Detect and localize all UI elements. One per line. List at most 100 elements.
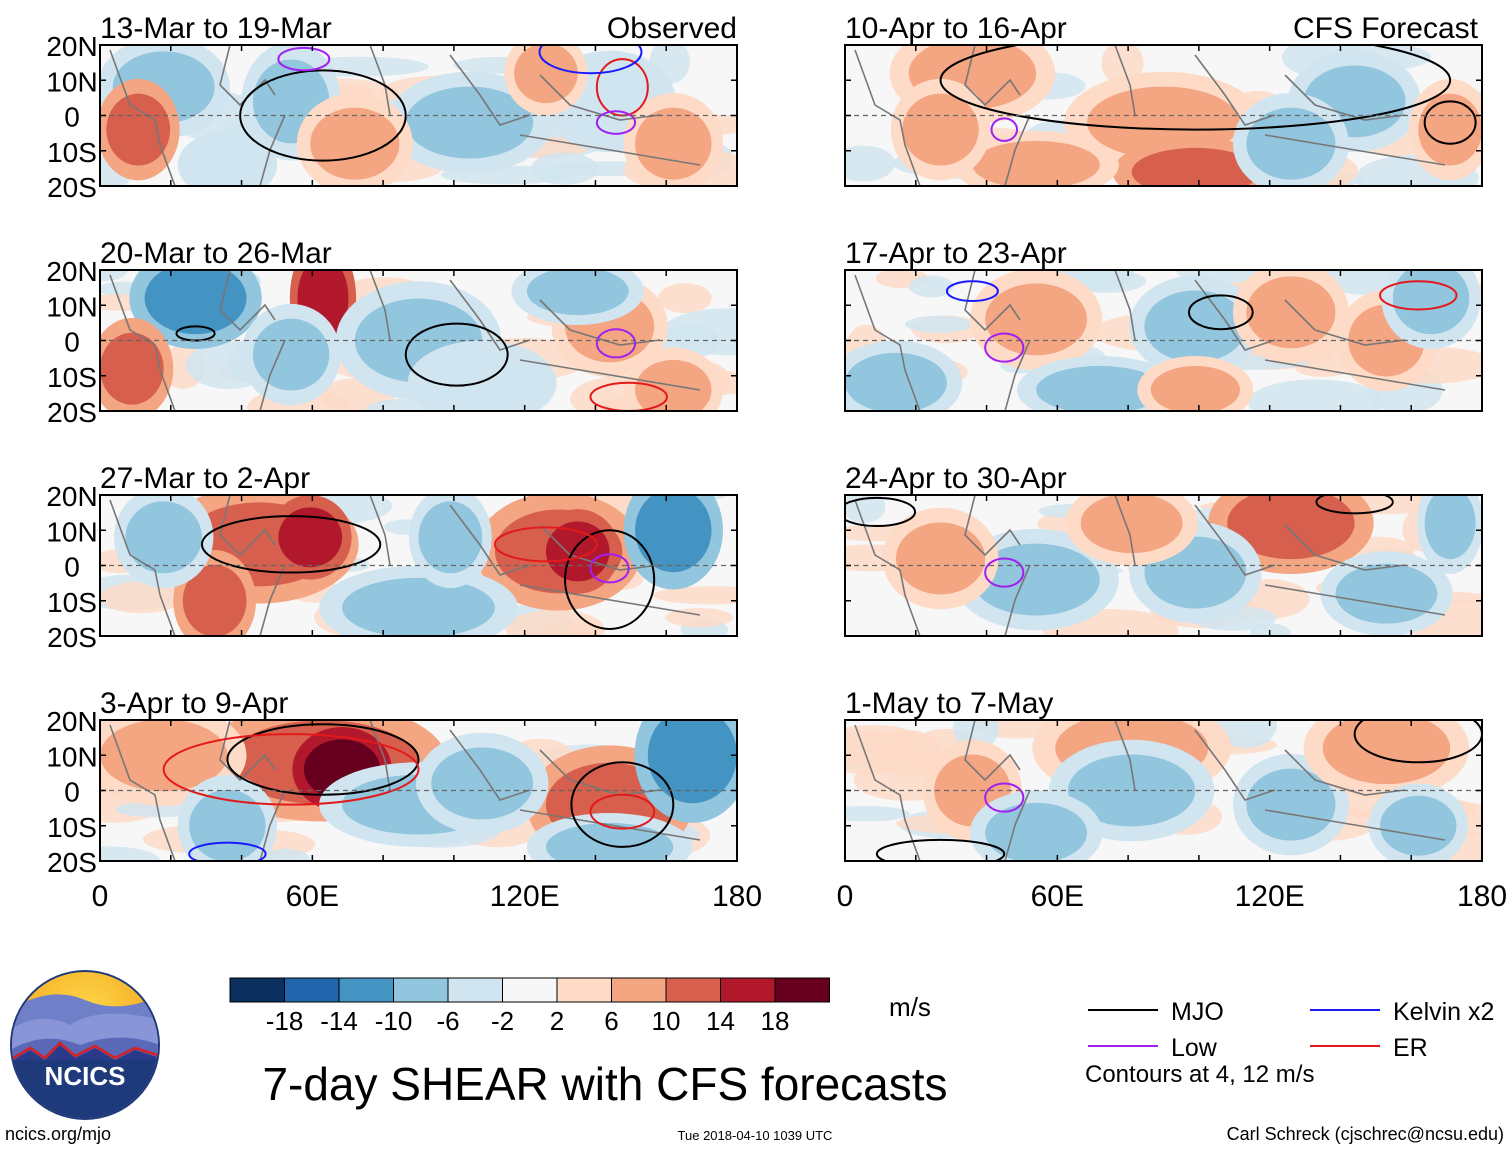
shear-anomaly <box>100 270 128 282</box>
contour-line <box>939 45 1452 131</box>
axis-ticks <box>844 494 1483 637</box>
colorbar-tick-label: -2 <box>491 1006 514 1036</box>
lon-tick-label: 0 <box>837 880 854 913</box>
panel-date-label: 17-Apr to 23-Apr <box>845 237 1067 270</box>
lat-tick-label: 20S <box>47 622 97 653</box>
contour-line <box>984 332 1025 363</box>
colorbar-swatch <box>611 977 667 1003</box>
axis-ticks <box>99 44 738 187</box>
shear-anomaly <box>144 270 247 335</box>
colorbar-tick-label: -6 <box>436 1006 459 1036</box>
shear-anomaly <box>895 522 986 595</box>
colorbar-tick-label: -10 <box>375 1006 413 1036</box>
site-url[interactable]: ncics.org/mjo <box>5 1124 111 1144</box>
colorbar-swatch <box>284 977 340 1003</box>
shear-anomaly <box>1418 93 1482 166</box>
shear-anomaly <box>1067 754 1196 827</box>
shear-anomaly <box>1247 379 1385 411</box>
contour-line <box>1379 280 1458 311</box>
shear-anomaly <box>259 848 311 861</box>
shear-field <box>845 720 1482 861</box>
contour-line <box>239 69 407 162</box>
wave-contours <box>239 45 649 162</box>
wave-contours <box>200 515 656 630</box>
colorbar-swatch <box>447 977 503 1003</box>
forecast-panel-3: 24-Apr to 30-Apr <box>844 462 1483 637</box>
contour-line <box>1353 720 1482 764</box>
shear-anomaly <box>1322 720 1451 785</box>
shear-anomaly <box>182 564 247 636</box>
shear-anomaly <box>310 107 400 180</box>
shear-anomaly <box>189 140 266 186</box>
wave-contours <box>162 723 675 861</box>
contour-line <box>188 841 267 861</box>
shear-anomaly <box>278 507 343 568</box>
panel-date-label: 1-May to 7-May <box>845 687 1053 720</box>
colorbar-tick-label: -14 <box>320 1006 358 1036</box>
shear-anomaly <box>1335 563 1438 624</box>
contour-line <box>200 515 382 574</box>
colorbar-swatch <box>556 977 612 1003</box>
colorbar-swatch <box>393 977 449 1003</box>
colorbar-tick-label: -18 <box>266 1006 304 1036</box>
contour-line <box>570 761 675 848</box>
forecast-panel-1: 10-Apr to 16-Apr <box>844 12 1483 187</box>
wave-contours <box>845 495 1394 588</box>
credit: Carl Schreck (cjschrec@ncsu.edu) <box>1227 1124 1504 1144</box>
shear-anomaly <box>1424 495 1476 560</box>
shear-anomaly <box>100 720 228 792</box>
panel-date-label: 20-Mar to 26-Mar <box>100 237 332 270</box>
legend-label: Kelvin x2 <box>1393 998 1494 1026</box>
lat-tick-label: 10N <box>46 66 97 97</box>
axis-ticks <box>844 719 1483 862</box>
lat-tick-label: 10N <box>46 291 97 322</box>
lat-tick-label: 20S <box>47 847 97 878</box>
lon-tick-label: 180 <box>1457 880 1507 913</box>
lat-tick-label: 20N <box>46 481 97 512</box>
contour-line <box>875 838 1006 861</box>
lon-tick-label: 120E <box>490 880 560 913</box>
wave-contours <box>875 720 1482 861</box>
shear-anomaly <box>845 352 947 411</box>
coastlines <box>854 495 1446 636</box>
colorbar-tick-label: 14 <box>706 1006 735 1036</box>
lat-tick-label: 10N <box>46 516 97 547</box>
shear-anomaly <box>972 140 1100 186</box>
shear-anomaly <box>431 747 534 820</box>
shear-anomaly <box>661 308 737 356</box>
panel-date-label: 13-Mar to 19-Mar <box>100 12 332 45</box>
coastlines <box>109 720 701 861</box>
colorbar-swatch <box>720 977 776 1003</box>
contour-line <box>845 496 917 528</box>
shear-anomaly <box>505 609 605 636</box>
shear-anomaly <box>985 802 1088 861</box>
lon-tick-label: 60E <box>1031 880 1084 913</box>
lat-tick-label: 20N <box>46 31 97 62</box>
shear-anomaly <box>514 45 578 104</box>
legend-item: Low <box>1088 1034 1218 1062</box>
shear-anomaly <box>100 332 164 405</box>
shear-anomaly <box>845 145 896 182</box>
shear-anomaly <box>1380 795 1457 856</box>
axis-ticks <box>844 269 1483 412</box>
forecast-panel-4: 1-May to 7-May 0 60E 120E 180 <box>837 687 1507 913</box>
lat-tick-label: 20N <box>46 256 97 287</box>
axis-ticks <box>844 44 1483 187</box>
colorbar-tick-label: 18 <box>761 1006 790 1036</box>
lat-tick-label: 20N <box>46 706 97 737</box>
colorbar-tick-label: 10 <box>652 1006 681 1036</box>
coastlines <box>854 270 1446 411</box>
shear-anomaly <box>647 720 737 804</box>
contour-line <box>564 529 656 630</box>
contour-note: Contours at 4, 12 m/s <box>1085 1061 1314 1088</box>
shear-anomaly <box>1227 495 1355 560</box>
contour-line <box>175 325 216 342</box>
axis-ticks <box>99 719 738 862</box>
contour-line <box>589 553 630 584</box>
shear-anomaly <box>526 270 629 316</box>
shear-anomaly <box>972 543 1100 616</box>
contour-line <box>404 322 509 387</box>
shear-field <box>100 720 737 861</box>
